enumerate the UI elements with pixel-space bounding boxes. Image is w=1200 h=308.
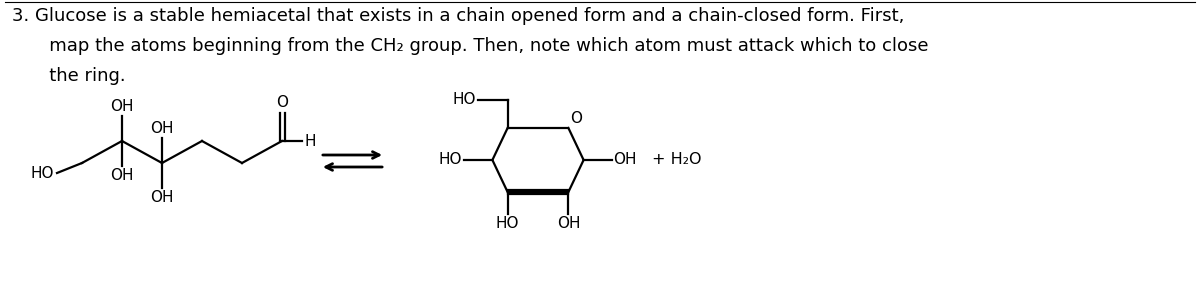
Text: HO: HO [496, 216, 520, 231]
Text: OH: OH [150, 190, 174, 205]
Text: H: H [304, 133, 316, 148]
Text: map the atoms beginning from the CH₂ group. Then, note which atom must attack wh: map the atoms beginning from the CH₂ gro… [32, 37, 929, 55]
Text: HO: HO [439, 152, 462, 168]
Text: HO: HO [30, 165, 54, 180]
Text: + H₂O: + H₂O [652, 152, 701, 168]
Text: OH: OH [613, 152, 637, 168]
Text: OH: OH [110, 168, 133, 183]
Text: the ring.: the ring. [32, 67, 126, 85]
Text: HO: HO [452, 92, 475, 107]
Text: O: O [276, 95, 288, 110]
Text: OH: OH [110, 99, 133, 114]
Text: OH: OH [150, 121, 174, 136]
Text: O: O [570, 111, 582, 126]
Text: OH: OH [557, 216, 580, 231]
Text: 3. Glucose is a stable hemiacetal that exists in a chain opened form and a chain: 3. Glucose is a stable hemiacetal that e… [12, 7, 905, 25]
